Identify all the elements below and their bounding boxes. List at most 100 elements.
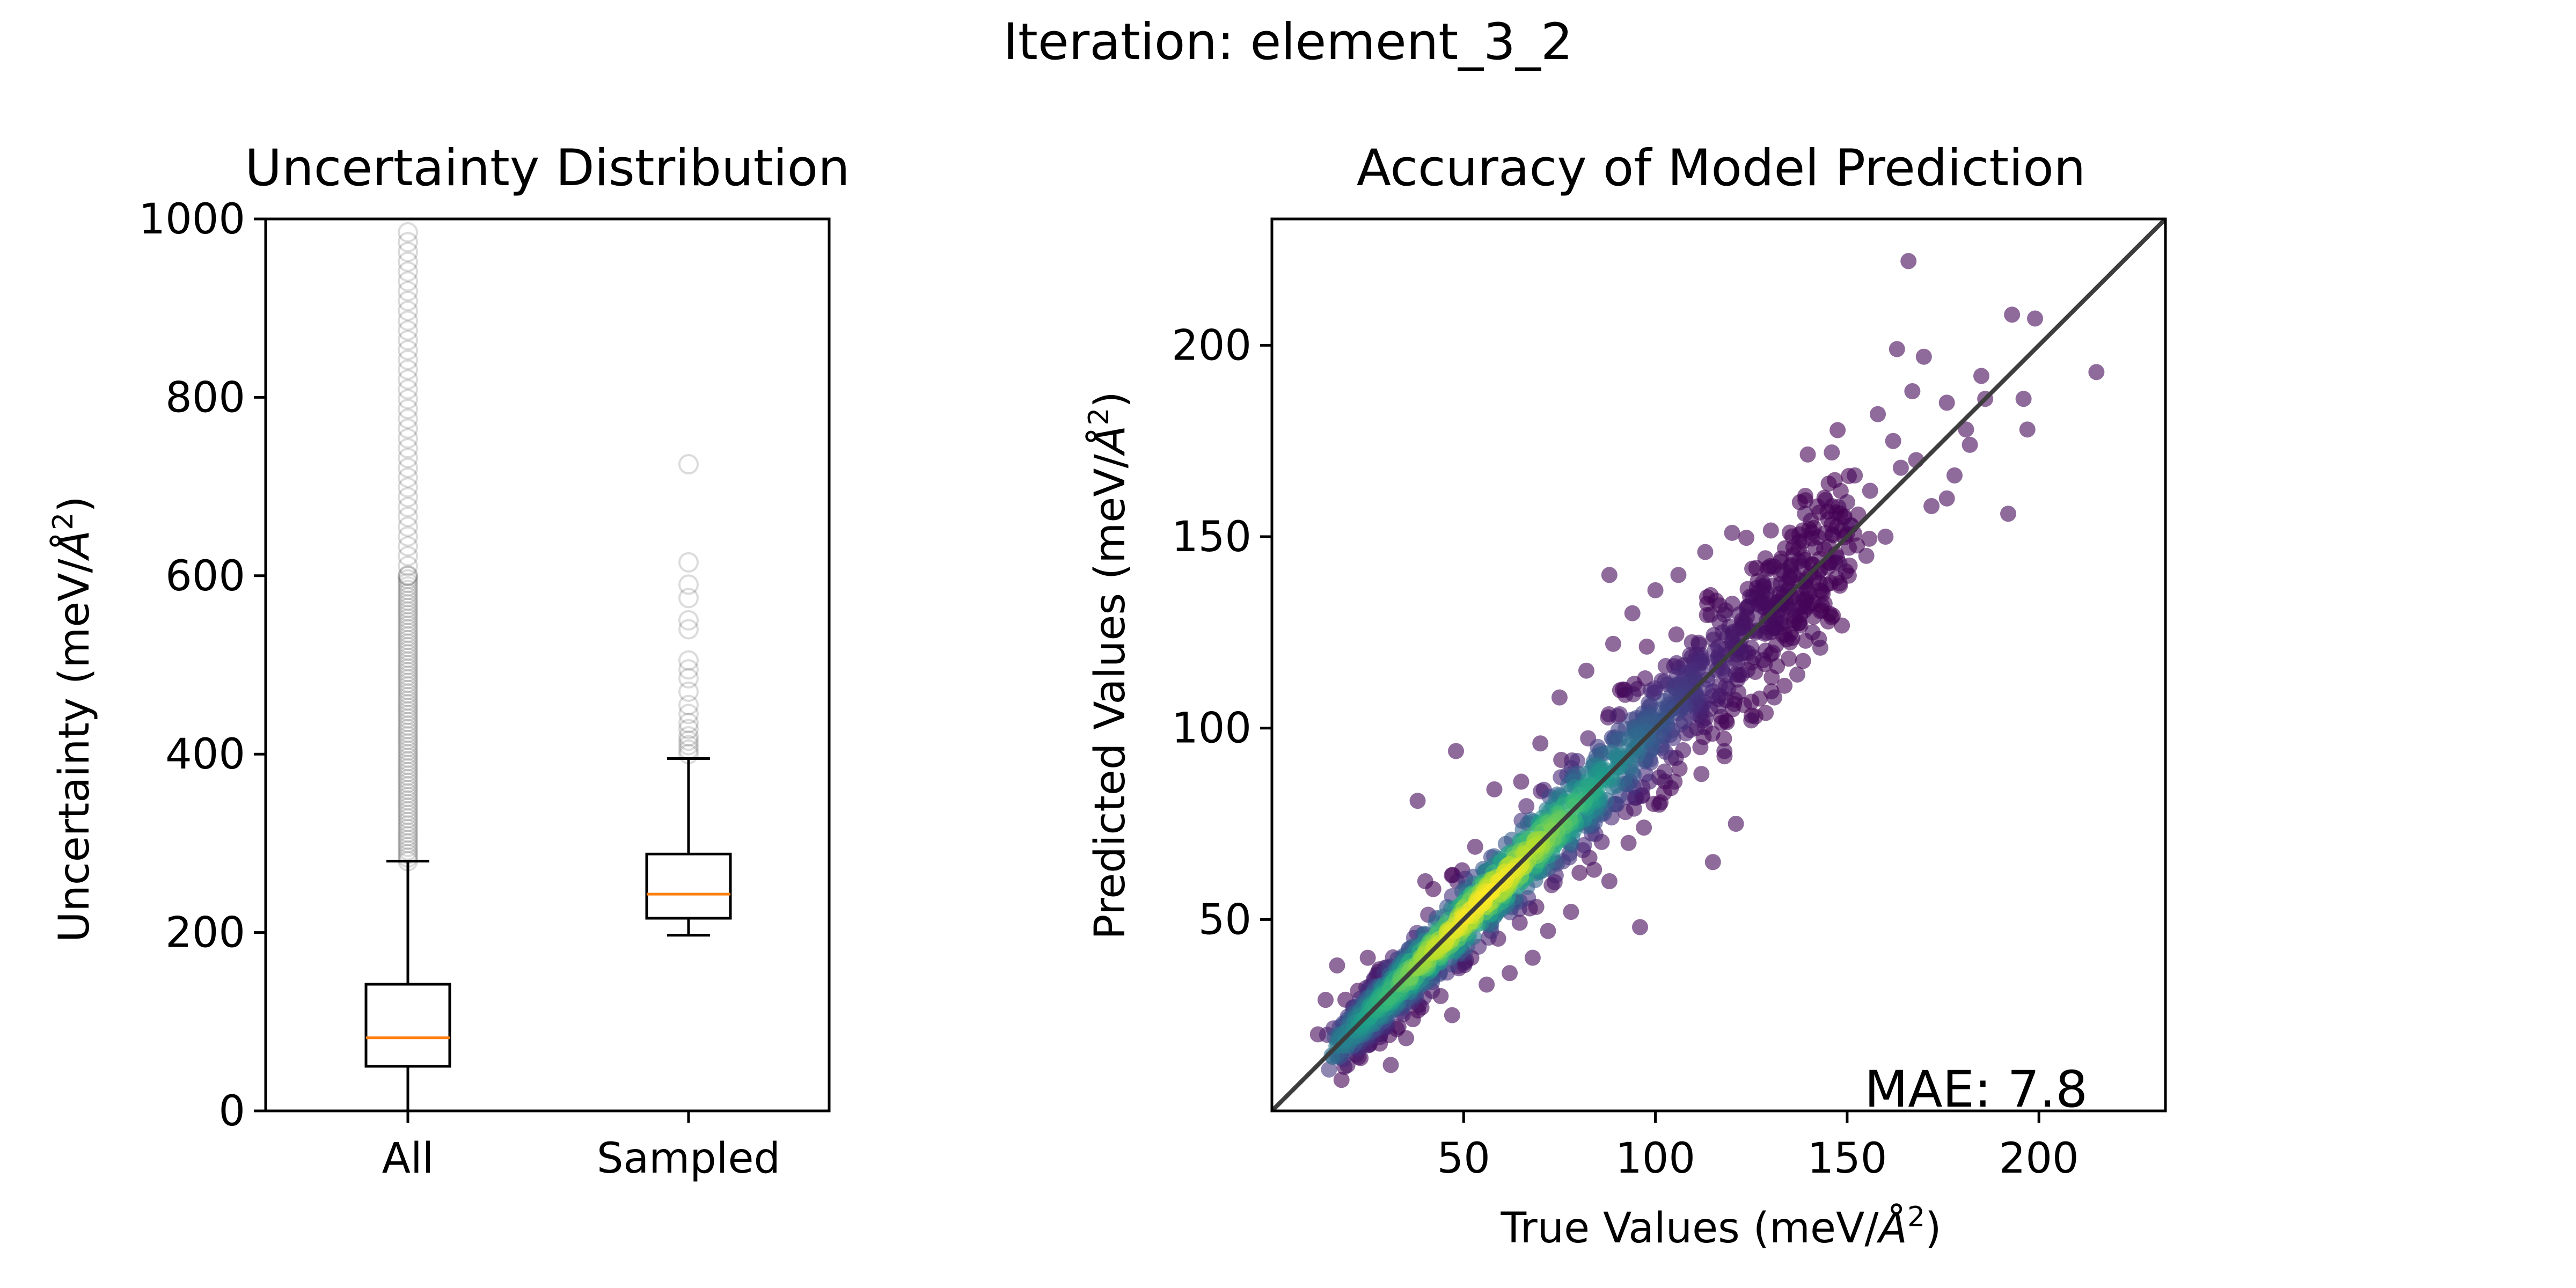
boxplot-flier-point xyxy=(398,604,418,625)
boxplot-flier-point xyxy=(678,650,699,671)
boxplot-flier-point xyxy=(398,651,418,672)
boxplot-flier-point xyxy=(398,701,418,722)
boxplot-flier-point xyxy=(398,655,418,675)
boxplot-flier-point xyxy=(398,438,418,459)
boxplot-flier-point xyxy=(398,683,418,704)
scatter-point xyxy=(1586,861,1602,878)
boxplot-flier-point xyxy=(398,583,418,604)
boxplot-flier-point xyxy=(398,658,418,679)
scatter-point xyxy=(1601,567,1618,583)
boxplot-flier-point xyxy=(398,815,418,836)
scatter-axis-ticks: 50 100 150 200 50 100 150 200 xyxy=(1172,321,2079,1183)
boxplot-flier-point xyxy=(398,301,418,321)
boxplot-flier-point xyxy=(398,747,418,768)
scatter-point xyxy=(1797,506,1813,522)
scatter-point xyxy=(1502,965,1518,982)
scatter-point xyxy=(1839,494,1855,510)
boxplot-flier-point xyxy=(398,310,418,331)
boxplot-flier-point xyxy=(398,507,418,528)
boxplot-flier-point xyxy=(398,758,418,779)
scatter-point xyxy=(1636,819,1652,836)
boxplot-flier-point xyxy=(398,636,418,657)
scatter-xlabel-tail: ) xyxy=(1925,1204,1941,1253)
scatter-point xyxy=(1620,835,1637,851)
scatter-ytick-label-1: 100 xyxy=(1172,705,1252,753)
scatter-point xyxy=(1524,949,1541,966)
scatter-point xyxy=(1915,348,1932,365)
boxplot-flier-point xyxy=(398,580,418,601)
boxplot-flier-point xyxy=(398,665,418,686)
boxplot-ylabel: Uncertainty (meV/Å2) xyxy=(47,496,99,942)
scatter-point xyxy=(1444,1007,1460,1023)
scatter-point xyxy=(2027,310,2044,327)
boxplot-flier-point xyxy=(398,808,418,829)
scatter-point xyxy=(1923,497,1940,514)
scatter-point xyxy=(1885,433,1901,449)
boxplot-flier-point xyxy=(398,569,418,590)
scatter-panel: Accuracy of Model Prediction Predicted V… xyxy=(1083,139,2167,1253)
boxplot-flier-point xyxy=(398,762,418,782)
scatter-point xyxy=(1759,561,1776,578)
boxplot-axis-ticks: 0 200 400 600 800 1000 All Sampled xyxy=(138,195,780,1183)
scatter-xtick-label-0: 50 xyxy=(1437,1135,1490,1183)
boxplot-flier-point xyxy=(398,516,418,537)
scatter-point xyxy=(1962,436,1978,453)
scatter-point xyxy=(1625,686,1642,702)
scatter-mae-annotation: MAE: 7.8 xyxy=(1864,1060,2088,1119)
scatter-point xyxy=(1870,406,1886,422)
boxplot-flier-point xyxy=(678,454,699,475)
boxplot-flier-point xyxy=(398,765,418,786)
scatter-ylabel-main: Predicted Values (meV/ xyxy=(1086,453,1135,939)
boxplot-flier-point xyxy=(398,320,418,341)
boxplot-flier-point xyxy=(398,457,418,478)
scatter-point xyxy=(1762,522,1779,539)
boxplot-flier-point xyxy=(398,448,418,469)
scatter-point xyxy=(1804,624,1821,641)
boxplot-flier-point xyxy=(398,359,418,380)
boxplot-flier-point xyxy=(398,587,418,608)
boxplot-flier-point xyxy=(398,349,418,370)
scatter-point xyxy=(1563,904,1579,920)
boxplot-flier-point xyxy=(398,626,418,647)
boxplot-flier-point xyxy=(398,669,418,690)
boxplot-flier-point xyxy=(398,729,418,750)
scatter-point xyxy=(1571,865,1588,881)
scatter-point xyxy=(1513,773,1529,790)
boxplot-flier-point xyxy=(398,733,418,754)
boxplot-flier-point xyxy=(398,719,418,740)
boxplot-flier-point xyxy=(678,659,699,680)
boxplot-ytick-label-1: 200 xyxy=(165,909,245,957)
scatter-reference-line-group xyxy=(1270,217,2167,1113)
boxplot-fliers xyxy=(398,222,699,872)
boxplot-flier-point xyxy=(398,811,418,832)
boxplot-flier-point xyxy=(398,633,418,654)
boxplot-flier-point xyxy=(398,576,418,597)
boxplot-flier-point xyxy=(398,630,418,650)
scatter-point xyxy=(1329,957,1345,974)
boxplot-flier-point xyxy=(398,496,418,517)
boxplot-flier-point xyxy=(398,428,418,449)
scatter-point xyxy=(1812,639,1828,656)
boxplot-flier-point xyxy=(398,261,418,282)
scatter-xlabel-unit: Å xyxy=(1876,1203,1907,1253)
scatter-point xyxy=(1609,708,1626,724)
boxplot-flier-point xyxy=(398,755,418,775)
boxplot-flier-point xyxy=(398,647,418,668)
scatter-frame xyxy=(1270,217,2167,1113)
boxplot-flier-point xyxy=(678,704,699,724)
boxplot-flier-point xyxy=(678,681,699,702)
boxplot-flier-point xyxy=(678,668,699,689)
boxplot-flier-point xyxy=(398,783,418,804)
boxplot-ylabel-main: Uncertainty (meV/ xyxy=(50,558,99,942)
boxplot-flier-point xyxy=(678,726,699,747)
boxplot-box-1 xyxy=(645,852,732,920)
scatter-point xyxy=(1704,854,1721,870)
boxplot-ytick-label-3: 600 xyxy=(165,552,245,601)
boxplot-flier-point xyxy=(398,736,418,757)
scatter-point xyxy=(1668,626,1685,643)
boxplot-flier-point xyxy=(398,801,418,822)
boxplot-ylabel-exp: 2 xyxy=(47,513,79,530)
boxplot-flier-point xyxy=(398,467,418,488)
boxplot-title: Uncertainty Distribution xyxy=(245,139,850,197)
